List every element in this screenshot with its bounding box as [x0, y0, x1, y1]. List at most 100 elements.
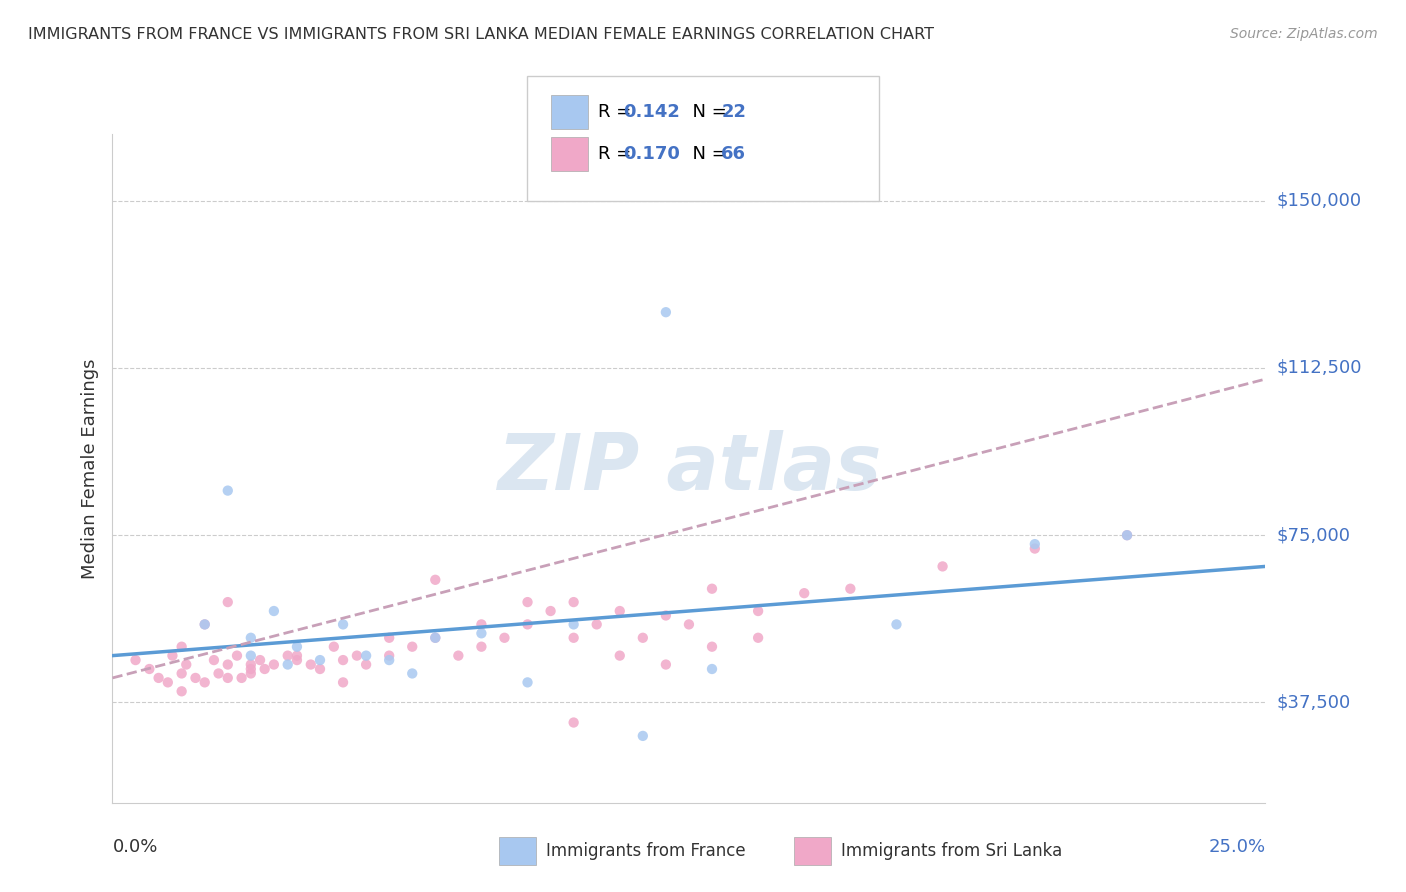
- Point: [631, 729, 654, 743]
- Point: [170, 640, 193, 654]
- Point: [148, 671, 170, 685]
- Text: R =: R =: [598, 103, 637, 121]
- Text: $112,500: $112,500: [1277, 359, 1362, 377]
- Point: [263, 657, 285, 672]
- Point: [678, 617, 700, 632]
- Point: [470, 617, 492, 632]
- Point: [378, 648, 401, 663]
- Text: N =: N =: [681, 145, 733, 163]
- Point: [425, 631, 447, 645]
- Point: [516, 675, 538, 690]
- Point: [253, 662, 276, 676]
- Point: [285, 648, 308, 663]
- Point: [285, 653, 308, 667]
- Point: [931, 559, 953, 574]
- Point: [425, 631, 447, 645]
- Point: [124, 653, 146, 667]
- Point: [378, 653, 401, 667]
- Point: [447, 648, 470, 663]
- Point: [162, 648, 184, 663]
- Point: [217, 483, 239, 498]
- Point: [263, 604, 285, 618]
- Y-axis label: Median Female Earnings: Median Female Earnings: [80, 358, 98, 579]
- Text: $75,000: $75,000: [1277, 526, 1351, 544]
- Point: [655, 608, 678, 623]
- Point: [585, 617, 607, 632]
- Point: [425, 573, 447, 587]
- Point: [540, 604, 562, 618]
- Point: [516, 617, 538, 632]
- Point: [194, 617, 217, 632]
- Point: [609, 604, 631, 618]
- Point: [285, 640, 308, 654]
- Point: [354, 648, 377, 663]
- Text: Immigrants from France: Immigrants from France: [546, 842, 745, 860]
- Text: N =: N =: [681, 103, 733, 121]
- Text: $150,000: $150,000: [1277, 192, 1361, 210]
- Text: ZIP atlas: ZIP atlas: [496, 430, 882, 507]
- Point: [1024, 537, 1046, 551]
- Text: IMMIGRANTS FROM FRANCE VS IMMIGRANTS FROM SRI LANKA MEDIAN FEMALE EARNINGS CORRE: IMMIGRANTS FROM FRANCE VS IMMIGRANTS FRO…: [28, 27, 934, 42]
- Point: [562, 631, 585, 645]
- Point: [354, 657, 377, 672]
- Text: $37,500: $37,500: [1277, 693, 1351, 712]
- Point: [793, 586, 815, 600]
- Point: [700, 582, 723, 596]
- Point: [138, 662, 160, 676]
- Point: [401, 640, 423, 654]
- Point: [562, 617, 585, 632]
- Point: [346, 648, 368, 663]
- Point: [309, 653, 332, 667]
- Point: [322, 640, 344, 654]
- Point: [700, 640, 723, 654]
- Point: [156, 675, 179, 690]
- Text: 66: 66: [721, 145, 747, 163]
- Point: [309, 662, 332, 676]
- Point: [401, 666, 423, 681]
- Text: 0.0%: 0.0%: [112, 838, 157, 855]
- Point: [231, 671, 253, 685]
- Text: 0.142: 0.142: [623, 103, 679, 121]
- Point: [194, 675, 217, 690]
- Point: [562, 595, 585, 609]
- Point: [700, 662, 723, 676]
- Point: [332, 675, 354, 690]
- Point: [631, 631, 654, 645]
- Text: Source: ZipAtlas.com: Source: ZipAtlas.com: [1230, 27, 1378, 41]
- Point: [516, 595, 538, 609]
- Point: [609, 648, 631, 663]
- Point: [194, 617, 217, 632]
- Point: [747, 631, 769, 645]
- Point: [239, 662, 262, 676]
- Point: [470, 640, 492, 654]
- Point: [202, 653, 225, 667]
- Point: [1116, 528, 1139, 542]
- Text: 0.170: 0.170: [623, 145, 679, 163]
- Point: [332, 617, 354, 632]
- Point: [277, 657, 299, 672]
- Point: [239, 657, 262, 672]
- Point: [239, 666, 262, 681]
- Point: [184, 671, 207, 685]
- Point: [217, 595, 239, 609]
- Point: [217, 671, 239, 685]
- Point: [747, 604, 769, 618]
- Point: [1116, 528, 1139, 542]
- Point: [239, 631, 262, 645]
- Point: [562, 715, 585, 730]
- Point: [207, 666, 229, 681]
- Text: Immigrants from Sri Lanka: Immigrants from Sri Lanka: [841, 842, 1062, 860]
- Text: 25.0%: 25.0%: [1208, 838, 1265, 855]
- Point: [170, 666, 193, 681]
- Point: [217, 657, 239, 672]
- Point: [226, 648, 249, 663]
- Text: R =: R =: [598, 145, 637, 163]
- Point: [170, 684, 193, 698]
- Point: [249, 653, 271, 667]
- Point: [470, 626, 492, 640]
- Point: [494, 631, 516, 645]
- Point: [277, 648, 299, 663]
- Point: [839, 582, 862, 596]
- Point: [655, 305, 678, 319]
- Text: 22: 22: [721, 103, 747, 121]
